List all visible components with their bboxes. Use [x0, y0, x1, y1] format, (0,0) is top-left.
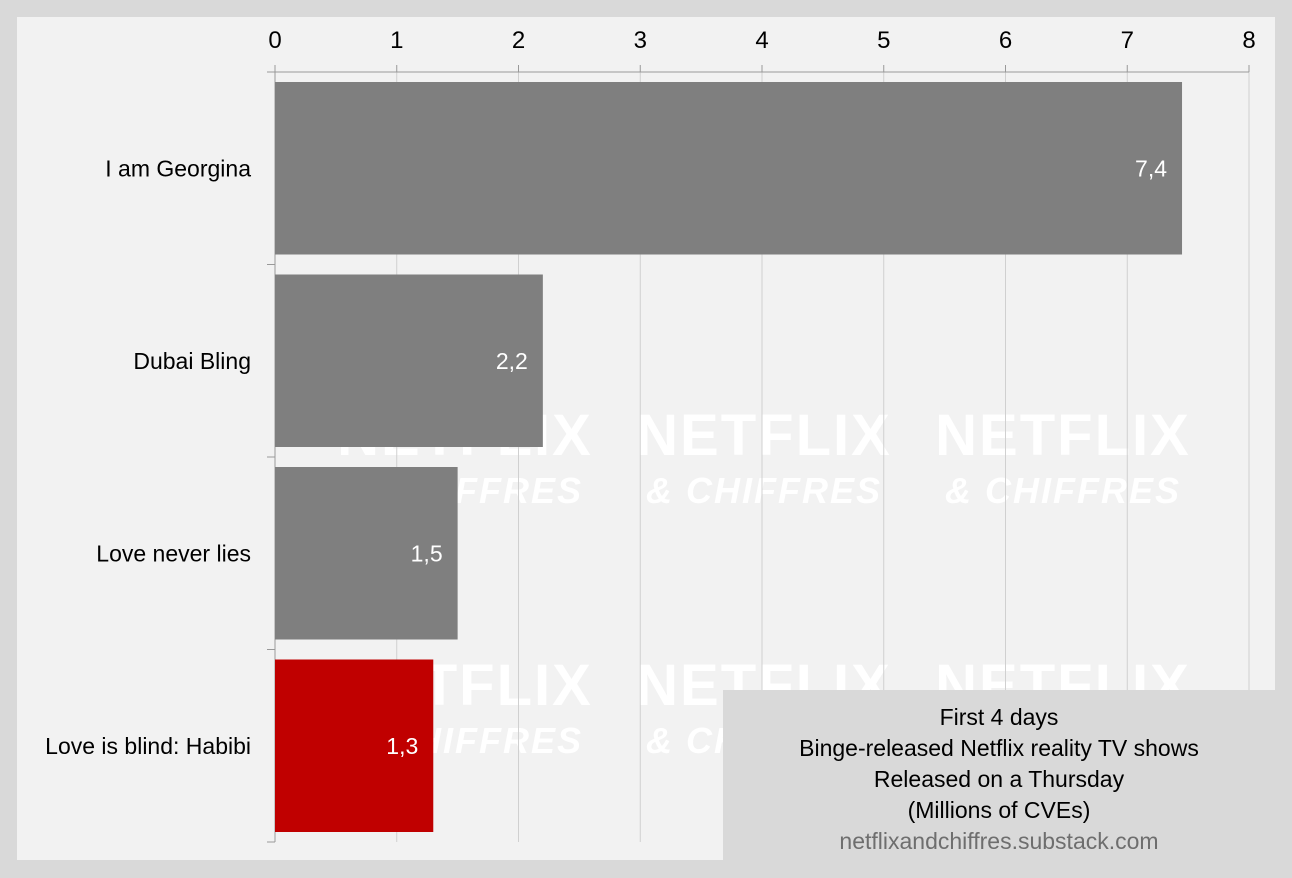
x-tick-label: 5 — [877, 27, 890, 54]
x-tick-label: 4 — [755, 27, 768, 54]
category-label: Love is blind: Habibi — [45, 733, 251, 759]
category-label: Love never lies — [96, 540, 251, 566]
caption-line-4: (Millions of CVEs) — [907, 797, 1091, 823]
x-tick-label: 3 — [634, 27, 647, 54]
x-tick-label: 8 — [1242, 27, 1255, 54]
watermark-text: NETFLIX — [636, 403, 892, 468]
bar — [275, 467, 458, 640]
x-tick-label: 2 — [512, 27, 525, 54]
data-label: 7,4 — [1135, 155, 1167, 181]
watermark-subtext: & CHIFFRES — [945, 470, 1181, 511]
caption-line-3: Released on a Thursday — [873, 766, 1125, 792]
source-url: netflixandchiffres.substack.com — [839, 828, 1159, 854]
caption-line-1: First 4 days — [939, 704, 1059, 730]
bar — [275, 274, 543, 447]
caption-line-2: Binge-released Netflix reality TV shows — [799, 735, 1199, 761]
watermark-subtext: & CHIFFRES — [646, 470, 882, 511]
x-tick-label: 0 — [268, 27, 281, 54]
data-label: 1,5 — [411, 540, 443, 566]
category-label: Dubai Bling — [133, 348, 251, 374]
x-tick-label: 1 — [390, 27, 403, 54]
watermark-text: NETFLIX — [935, 403, 1191, 468]
category-label: I am Georgina — [105, 155, 251, 181]
bar — [275, 82, 1183, 255]
chart-caption-box: First 4 days Binge-released Netflix real… — [723, 690, 1275, 860]
x-tick-label: 6 — [999, 27, 1012, 54]
x-tick-label: 7 — [1121, 27, 1134, 54]
data-label: 2,2 — [496, 348, 528, 374]
data-label: 1,3 — [386, 733, 418, 759]
bar — [275, 659, 434, 832]
